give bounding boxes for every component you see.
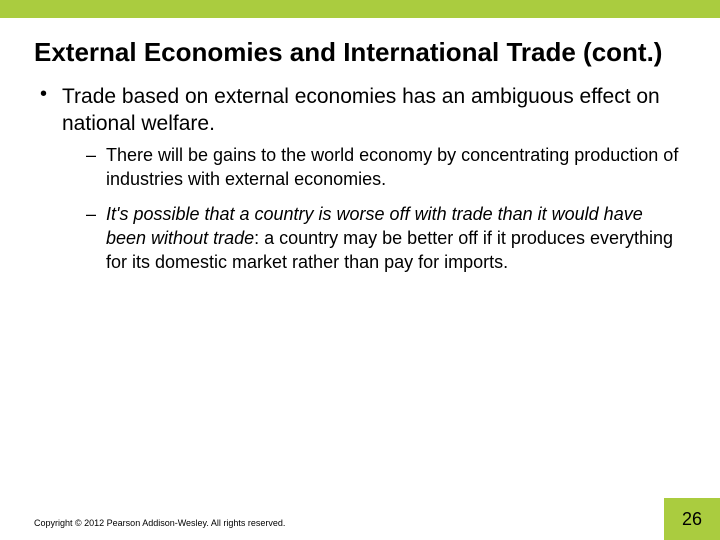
content-area: Trade based on external economies has an… [0, 83, 720, 275]
bullet-item: Trade based on external economies has an… [34, 83, 686, 275]
page-number: 26 [682, 509, 702, 530]
title-area: External Economies and International Tra… [0, 18, 720, 83]
sub-item: There will be gains to the world economy… [62, 143, 686, 192]
sub-list: There will be gains to the world economy… [62, 143, 686, 274]
bullet-list: Trade based on external economies has an… [34, 83, 686, 275]
page-number-box: 26 [664, 498, 720, 540]
bullet-text: Trade based on external economies has an… [62, 85, 660, 135]
slide-title: External Economies and International Tra… [34, 36, 686, 69]
sub-item: It's possible that a country is worse of… [62, 202, 686, 275]
accent-top-bar [0, 0, 720, 18]
copyright-footer: Copyright © 2012 Pearson Addison-Wesley.… [34, 518, 285, 528]
sub-text: There will be gains to the world economy… [106, 145, 678, 189]
